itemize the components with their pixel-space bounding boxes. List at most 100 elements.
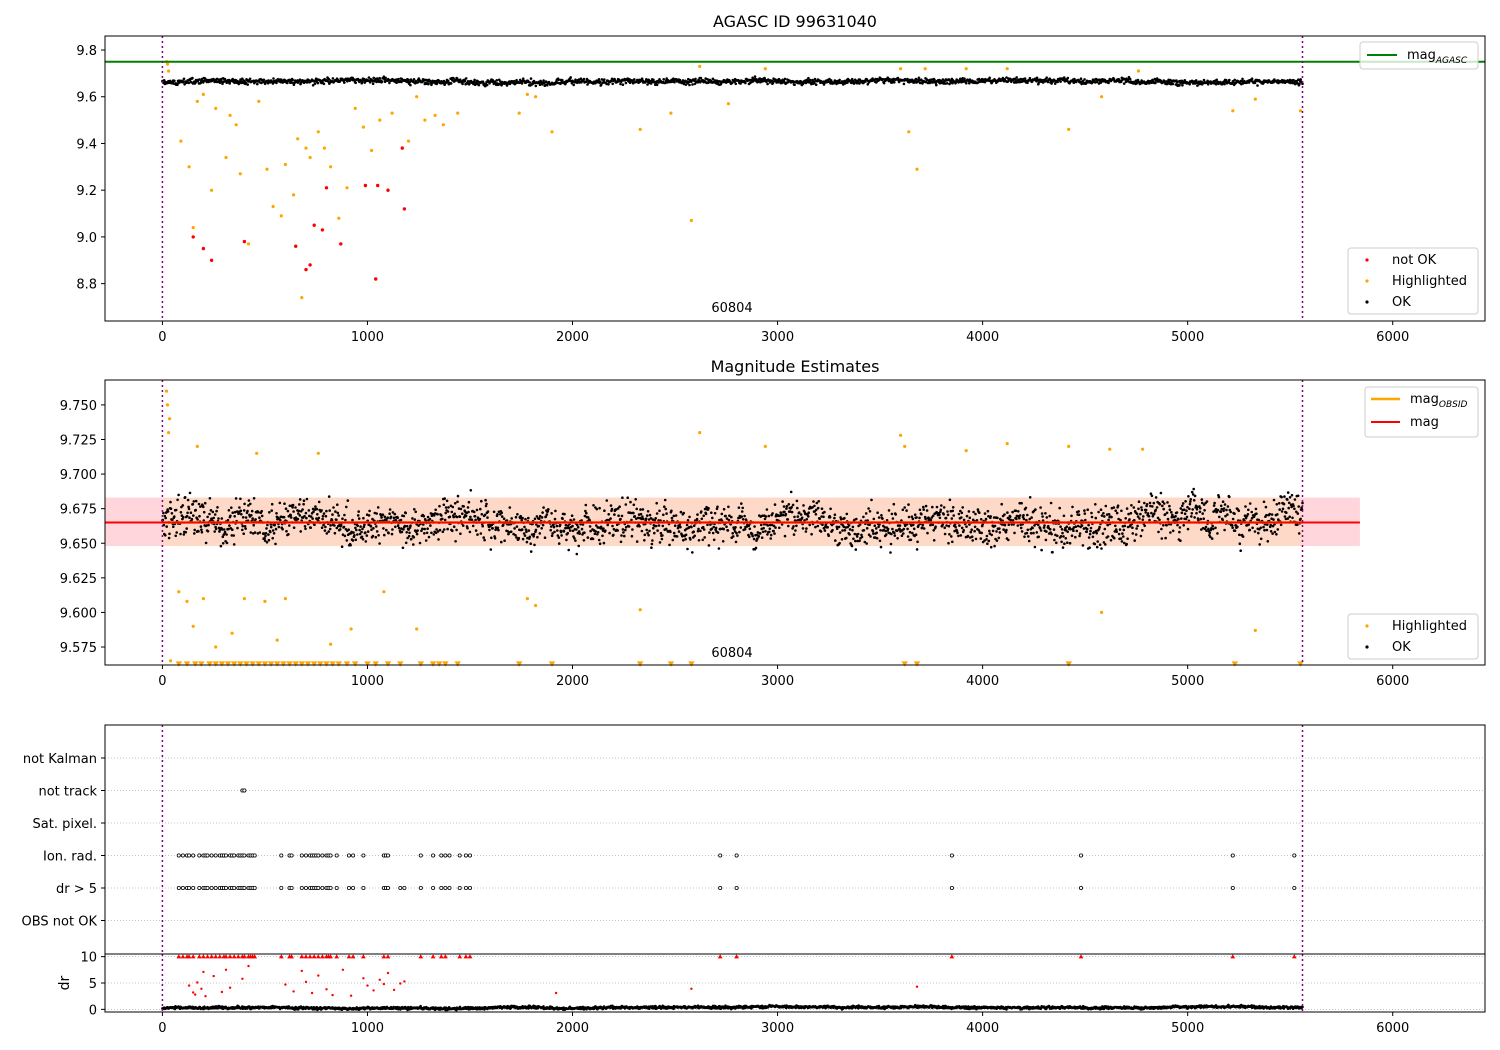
ok-point xyxy=(654,524,658,528)
ok-point xyxy=(565,538,568,542)
ok-point xyxy=(297,512,300,515)
ok-point xyxy=(527,529,531,532)
ok-point xyxy=(1138,517,1141,520)
ok-point xyxy=(1045,516,1049,519)
ok-point xyxy=(466,506,470,509)
ok-point xyxy=(1236,525,1239,529)
clipped-marker xyxy=(292,661,299,667)
ok-point xyxy=(792,533,796,536)
ok-point xyxy=(838,78,841,82)
ok-point xyxy=(821,523,824,526)
ok-point xyxy=(486,510,490,513)
ok-point xyxy=(351,518,354,522)
ok-point xyxy=(1077,510,1080,513)
ok-point xyxy=(1211,524,1214,528)
ok-point xyxy=(766,524,770,527)
ok-point xyxy=(597,78,601,81)
ok-point xyxy=(473,514,477,518)
flag-point xyxy=(180,853,185,858)
ok-point xyxy=(690,525,693,529)
data-point xyxy=(525,597,530,601)
ok-point xyxy=(376,506,380,509)
data-point xyxy=(763,67,767,71)
ok-point xyxy=(502,517,506,520)
ok-point xyxy=(1203,509,1206,512)
ok-point xyxy=(1122,535,1125,538)
ok-point xyxy=(331,513,334,516)
ok-point xyxy=(1188,502,1192,506)
ok-point xyxy=(1271,532,1274,535)
ok-point xyxy=(275,512,278,515)
ok-point xyxy=(525,540,529,544)
ok-point xyxy=(1262,525,1265,529)
ok-point xyxy=(917,524,920,527)
ok-point xyxy=(902,82,906,86)
ok-point xyxy=(1258,543,1261,546)
ok-point xyxy=(769,537,772,540)
ok-point xyxy=(912,527,916,531)
ok-point xyxy=(1094,503,1097,506)
ok-point xyxy=(635,507,638,511)
ok-point xyxy=(175,531,178,534)
ok-point xyxy=(898,524,902,527)
ok-point xyxy=(906,527,909,531)
data-point xyxy=(441,123,445,127)
clipped-marker xyxy=(901,661,908,667)
ok-point xyxy=(914,533,918,536)
ok-point xyxy=(774,526,777,529)
ok-point xyxy=(969,530,973,534)
ok-point xyxy=(185,514,189,518)
ok-point xyxy=(626,496,629,500)
ok-point xyxy=(1180,517,1183,520)
data-point xyxy=(1067,444,1071,448)
ok-point xyxy=(196,518,199,521)
ok-point xyxy=(710,527,714,531)
ok-point xyxy=(397,77,400,81)
ok-point xyxy=(1022,513,1025,517)
ok-point xyxy=(1178,84,1181,87)
ok-point xyxy=(1128,77,1132,81)
ok-point xyxy=(940,504,943,507)
ok-point xyxy=(778,526,781,530)
ok-point xyxy=(489,548,493,551)
ok-point xyxy=(524,528,528,531)
ok-point xyxy=(717,547,721,550)
ok-point xyxy=(673,80,676,84)
ok-point xyxy=(286,509,290,513)
ok-point xyxy=(725,525,728,528)
data-point xyxy=(1005,442,1009,446)
ok-point xyxy=(594,530,598,533)
ok-point xyxy=(342,525,346,529)
ok-point xyxy=(167,536,171,540)
ok-point xyxy=(737,506,741,510)
ok-point xyxy=(1091,535,1095,539)
ok-point xyxy=(1229,510,1232,514)
ok-point xyxy=(584,503,588,507)
ok-point xyxy=(696,513,699,516)
ok-point xyxy=(551,532,554,535)
ok-point xyxy=(225,541,229,545)
ok-point xyxy=(707,506,710,510)
ok-point xyxy=(284,507,288,511)
ok-point xyxy=(1185,515,1189,519)
ok-point xyxy=(558,523,562,527)
ok-point xyxy=(1192,487,1195,491)
ok-point xyxy=(800,516,804,519)
ok-point xyxy=(191,502,195,506)
ok-point xyxy=(1024,506,1028,510)
ok-point xyxy=(349,543,352,547)
ok-point xyxy=(1107,518,1110,522)
ok-point xyxy=(924,517,927,521)
ok-point xyxy=(1098,525,1101,529)
ok-point xyxy=(313,82,317,86)
ok-point xyxy=(451,505,455,509)
panel-magnitude-annotation: 60804 xyxy=(711,646,752,661)
ok-point xyxy=(272,532,276,535)
ok-point xyxy=(951,506,955,509)
ok-point xyxy=(712,525,715,529)
ok-point xyxy=(292,510,295,513)
data-point xyxy=(312,223,316,227)
ok-point xyxy=(613,513,616,516)
ok-point xyxy=(619,82,622,86)
ok-point xyxy=(1069,527,1072,531)
